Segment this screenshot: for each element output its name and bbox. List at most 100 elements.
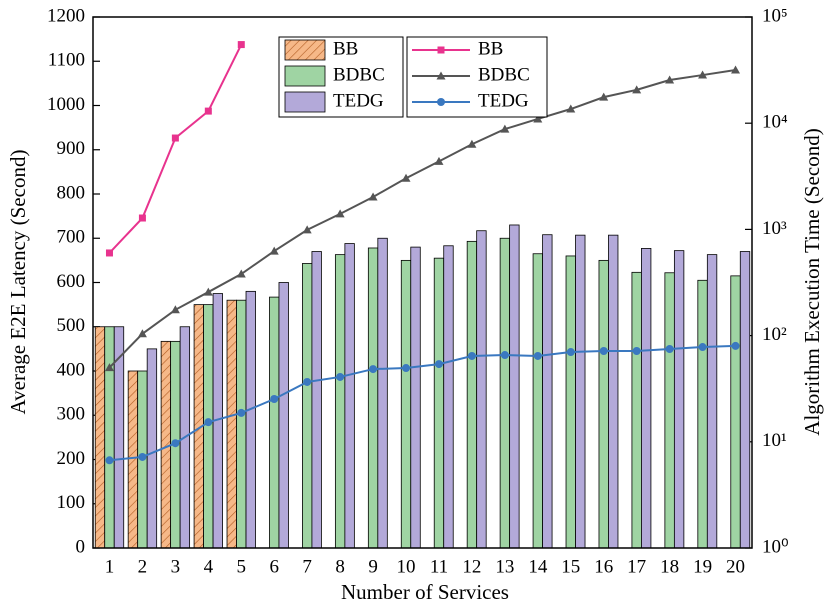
y2-tick-label: 10⁰ — [762, 536, 789, 557]
marker — [566, 348, 575, 357]
bar — [443, 245, 454, 549]
x-tick-label: 15 — [561, 556, 580, 577]
marker — [237, 41, 245, 49]
legend-label: BDBC — [478, 64, 530, 85]
marker — [731, 65, 741, 74]
bar — [104, 326, 115, 549]
bar — [127, 370, 139, 549]
y-tick-label: 800 — [57, 182, 86, 203]
marker — [171, 439, 180, 448]
marker — [137, 329, 147, 338]
marker — [104, 363, 114, 372]
y-tick-label: 600 — [57, 271, 86, 292]
marker — [665, 344, 674, 353]
marker — [204, 418, 213, 427]
x-tick-label: 16 — [594, 556, 613, 577]
bar — [302, 263, 313, 549]
bar — [400, 259, 412, 549]
x-tick-label: 2 — [138, 556, 148, 577]
marker — [369, 365, 378, 374]
bar — [269, 296, 280, 549]
y2-axis-label: Algorithm Execution Time (Second) — [800, 128, 824, 435]
x-tick-label: 10 — [397, 556, 416, 577]
bar — [203, 304, 214, 549]
bar — [575, 234, 586, 549]
bar — [631, 271, 642, 549]
marker — [336, 372, 345, 381]
x-tick-label: 9 — [368, 556, 378, 577]
bar — [608, 234, 619, 549]
legend-marker — [437, 98, 445, 106]
y-tick-label: 1100 — [48, 50, 85, 71]
marker — [632, 85, 642, 94]
legend-swatch — [284, 39, 326, 61]
x-tick-label: 14 — [528, 556, 548, 577]
line — [109, 344, 736, 462]
x-tick-label: 6 — [269, 556, 279, 577]
bar — [706, 254, 718, 549]
bar — [509, 224, 520, 549]
line — [108, 44, 243, 254]
marker — [270, 394, 279, 403]
marker — [731, 341, 740, 350]
bar — [160, 340, 172, 549]
marker — [467, 139, 477, 148]
bar — [226, 299, 237, 549]
y-tick-label: 700 — [57, 227, 86, 248]
marker — [533, 351, 542, 360]
y-tick-label: 900 — [57, 138, 86, 159]
marker — [500, 351, 509, 360]
marker — [302, 225, 312, 234]
bar — [673, 250, 685, 549]
marker — [335, 209, 345, 218]
marker — [368, 192, 378, 201]
marker — [434, 156, 444, 165]
y-tick-label: 1000 — [47, 94, 85, 115]
marker — [402, 364, 411, 373]
y2-tick-label: 10² — [762, 324, 787, 345]
x-tick-label: 5 — [237, 556, 247, 577]
marker — [269, 246, 279, 255]
marker — [105, 249, 113, 257]
marker — [698, 70, 708, 79]
x-tick-label: 3 — [171, 556, 181, 577]
marker — [566, 104, 576, 113]
legend-label: TEDG — [333, 90, 384, 111]
bar — [410, 246, 421, 549]
bar — [664, 272, 675, 549]
marker — [138, 452, 147, 461]
y2-tick-label: 10⁵ — [762, 5, 788, 26]
bar — [236, 299, 247, 549]
x-tick-label: 17 — [627, 556, 646, 577]
marker — [105, 456, 114, 465]
marker — [170, 305, 180, 314]
bar — [697, 279, 708, 549]
legend-label: BDBC — [333, 64, 385, 85]
x-tick-label: 12 — [462, 556, 481, 577]
marker — [203, 287, 213, 296]
y-tick-label: 500 — [57, 315, 86, 336]
y-tick-label: 300 — [57, 404, 86, 425]
bar — [245, 290, 256, 549]
bar — [542, 234, 553, 549]
y2-tick-label: 10³ — [762, 218, 787, 239]
x-axis-label: Number of Services — [341, 580, 509, 604]
x-tick-label: 7 — [302, 556, 312, 577]
marker — [236, 269, 246, 278]
marker — [171, 134, 179, 142]
bar — [334, 254, 346, 549]
legend-marker — [436, 71, 446, 80]
marker — [698, 343, 707, 352]
legend-swatch — [284, 91, 326, 113]
marker — [632, 347, 641, 356]
bar — [311, 251, 322, 549]
marker — [599, 92, 609, 101]
y-tick-label: 200 — [57, 448, 86, 469]
legend-label: BB — [333, 38, 358, 59]
bar — [94, 326, 106, 549]
line — [108, 68, 736, 369]
legend-swatch — [284, 65, 326, 87]
x-tick-label: 11 — [430, 556, 448, 577]
y-tick-label: 100 — [57, 492, 86, 513]
